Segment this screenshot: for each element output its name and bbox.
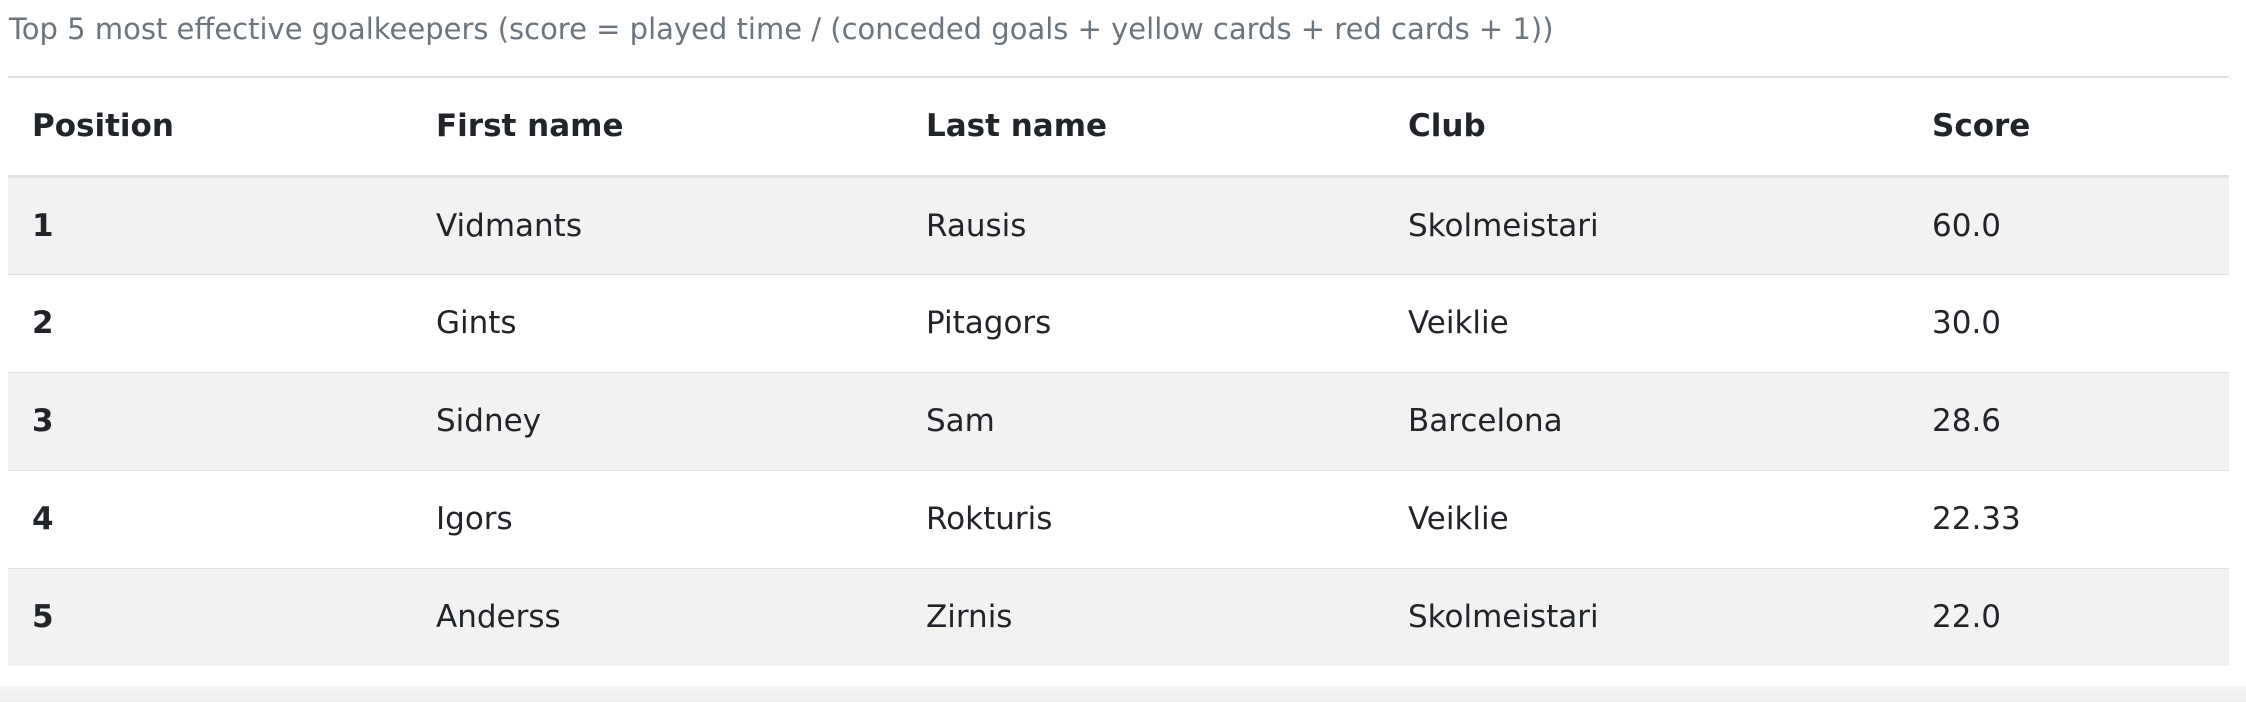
cell-score: 60.0 — [1932, 207, 2002, 244]
cell-last-name: Zirnis — [926, 599, 1013, 636]
cell-last-name: Pitagors — [926, 305, 1052, 341]
cell-club: Skolmeistari — [1408, 207, 1599, 244]
header-position: Position — [32, 108, 174, 145]
cell-position: 1 — [32, 207, 54, 244]
cell-position: 4 — [32, 501, 54, 537]
page-bottom-edge — [0, 686, 2246, 702]
table-row: 4 Igors Rokturis Veiklie 22.33 — [8, 470, 2229, 568]
cell-last-name: Sam — [926, 403, 995, 439]
table-row: 3 Sidney Sam Barcelona 28.6 — [8, 372, 2229, 470]
goalkeepers-table: Position First name Last name Club Score… — [8, 76, 2229, 666]
table-row: 5 Anderss Zirnis Skolmeistari 22.0 — [8, 568, 2229, 666]
header-first-name: First name — [436, 108, 624, 145]
cell-club: Veiklie — [1408, 501, 1509, 537]
cell-club: Veiklie — [1408, 305, 1509, 341]
cell-score: 22.0 — [1932, 599, 2002, 636]
cell-first-name: Vidmants — [436, 207, 582, 244]
cell-position: 2 — [32, 305, 54, 341]
cell-position: 3 — [32, 403, 54, 439]
cell-score: 30.0 — [1932, 305, 2002, 341]
cell-club: Barcelona — [1408, 403, 1563, 439]
cell-club: Skolmeistari — [1408, 599, 1599, 636]
table-row: 1 Vidmants Rausis Skolmeistari 60.0 — [8, 176, 2229, 274]
cell-last-name: Rausis — [926, 207, 1027, 244]
cell-position: 5 — [32, 599, 54, 636]
table-header-row: Position First name Last name Club Score — [8, 77, 2229, 176]
cell-score: 22.33 — [1932, 501, 2021, 537]
header-last-name: Last name — [926, 108, 1108, 145]
cell-first-name: Gints — [436, 305, 517, 341]
cell-score: 28.6 — [1932, 403, 2002, 439]
header-score: Score — [1932, 108, 2031, 145]
cell-last-name: Rokturis — [926, 501, 1053, 537]
cell-first-name: Igors — [436, 501, 513, 537]
cell-first-name: Anderss — [436, 599, 561, 636]
table-row: 2 Gints Pitagors Veiklie 30.0 — [8, 274, 2229, 372]
cell-first-name: Sidney — [436, 403, 542, 439]
header-club: Club — [1408, 108, 1486, 145]
table-caption: Top 5 most effective goalkeepers (score … — [9, 12, 1554, 46]
